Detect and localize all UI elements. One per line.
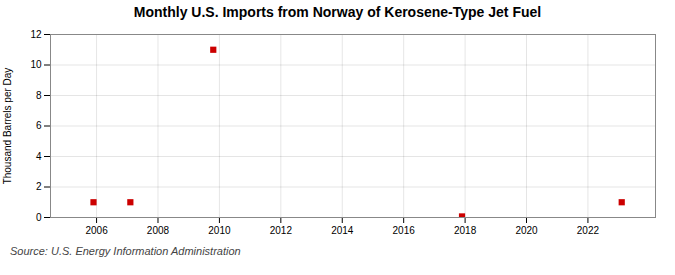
svg-text:8: 8 — [36, 90, 42, 101]
svg-text:2022: 2022 — [577, 225, 600, 236]
svg-text:2018: 2018 — [454, 225, 477, 236]
svg-text:2014: 2014 — [331, 225, 354, 236]
svg-text:2010: 2010 — [208, 225, 231, 236]
svg-text:4: 4 — [36, 151, 42, 162]
svg-text:2: 2 — [36, 181, 42, 192]
html-text:Source: U.S. Energy Informatio: Source: U.S. Energy Information Administ… — [10, 245, 241, 257]
svg-text:0: 0 — [36, 212, 42, 223]
svg-text:2016: 2016 — [393, 225, 416, 236]
svg-text:6: 6 — [36, 120, 42, 131]
html-text:Monthly U.S. Imports from Norw: Monthly U.S. Imports from Norway of Kero… — [133, 4, 542, 20]
svg-text:2008: 2008 — [147, 225, 170, 236]
svg-text:Thousand Barrels per Day: Thousand Barrels per Day — [2, 68, 13, 185]
svg-text:2006: 2006 — [85, 225, 108, 236]
svg-text:12: 12 — [30, 29, 42, 40]
svg-text:2020: 2020 — [515, 225, 538, 236]
svg-text:10: 10 — [30, 59, 42, 70]
svg-text:2012: 2012 — [270, 225, 293, 236]
